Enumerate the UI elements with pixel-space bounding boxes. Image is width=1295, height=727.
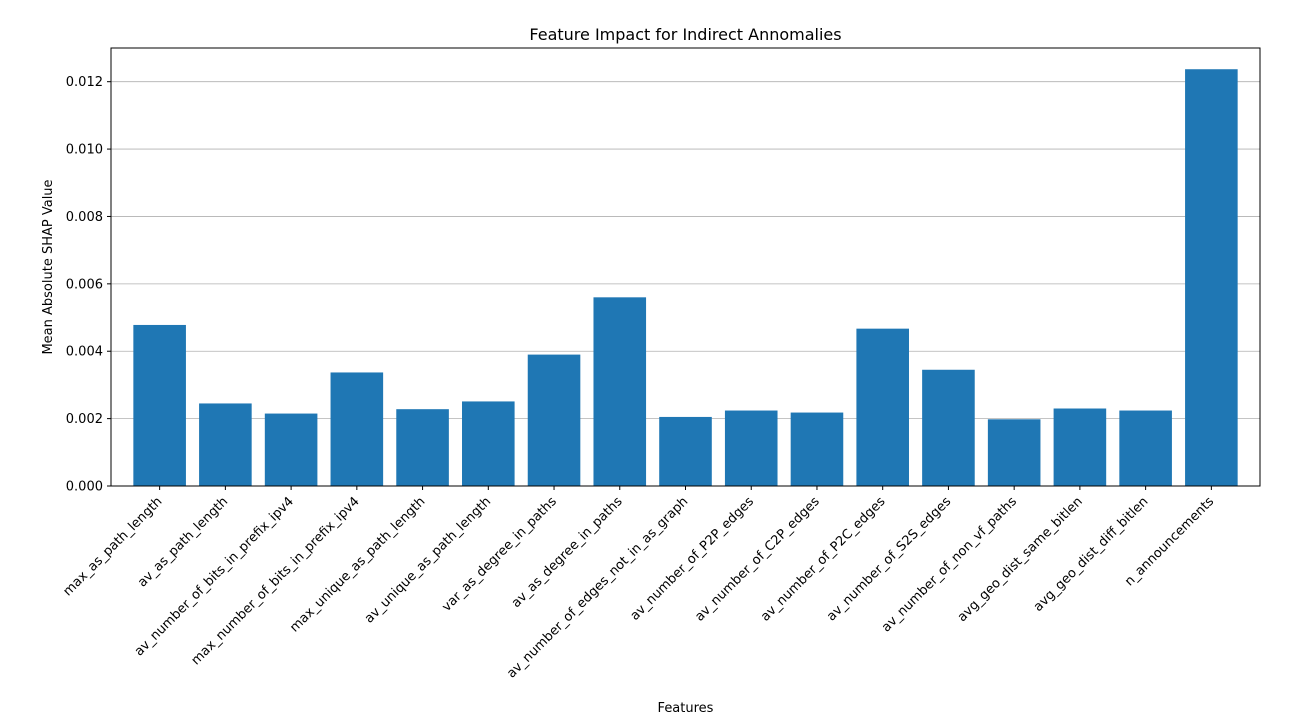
bar — [856, 328, 909, 486]
bar — [1053, 408, 1107, 486]
y-tick-label: 0.006 — [66, 277, 103, 292]
bar — [199, 403, 252, 486]
bar — [527, 354, 581, 486]
y-tick-label: 0.000 — [66, 480, 103, 495]
bar — [659, 416, 712, 486]
bar — [987, 419, 1041, 486]
y-tick-label: 0.008 — [66, 210, 103, 225]
bar — [396, 409, 449, 486]
bar — [922, 369, 975, 486]
y-tick-label: 0.002 — [66, 412, 103, 427]
y-tick-label: 0.010 — [66, 143, 103, 158]
bar — [264, 413, 318, 486]
bar — [724, 410, 778, 486]
bar — [1185, 69, 1238, 487]
bar — [330, 372, 384, 486]
x-axis-label: Features — [658, 701, 714, 716]
bar — [1119, 410, 1172, 486]
bar — [462, 401, 515, 486]
bar — [790, 412, 844, 486]
bars — [133, 69, 1238, 487]
bar — [593, 297, 647, 486]
y-tick-label: 0.012 — [66, 75, 103, 90]
chart-title: Feature Impact for Indirect Annomalies — [529, 25, 841, 44]
bar — [133, 324, 186, 486]
y-axis-ticks: 0.000 0.002 0.004 0.006 0.008 0.010 0.012 — [66, 75, 111, 495]
y-tick-label: 0.004 — [66, 345, 103, 360]
y-axis-label: Mean Absolute SHAP Value — [41, 179, 56, 354]
